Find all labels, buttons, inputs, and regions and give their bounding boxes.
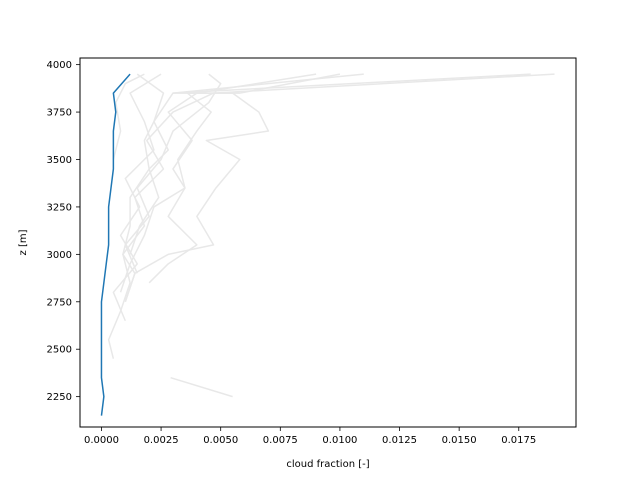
mean-profile-line bbox=[100, 73, 131, 416]
y-tick-label: 3500 bbox=[47, 155, 72, 166]
member-profile-line-10 bbox=[129, 73, 169, 255]
member-profile-line-1 bbox=[170, 376, 233, 398]
y-tick-label: 2750 bbox=[47, 297, 72, 308]
series-layer bbox=[100, 73, 555, 416]
y-tick-label: 2250 bbox=[47, 392, 72, 403]
x-tick-label: 0.0075 bbox=[263, 435, 298, 446]
plot-frame bbox=[79, 57, 577, 428]
y-tick-label: 4000 bbox=[47, 60, 72, 71]
member-profile-line-2 bbox=[107, 73, 555, 359]
y-tick-label: 3000 bbox=[47, 250, 72, 261]
y-tick-label: 3250 bbox=[47, 202, 72, 213]
x-tick-label: 0.0025 bbox=[144, 435, 179, 446]
member-profile-line-5 bbox=[148, 73, 341, 284]
y-tick-label: 3750 bbox=[47, 108, 72, 119]
x-axis: 0.0000 0.0025 0.0050 0.0075 0.0100 0.0125 0.01… bbox=[84, 427, 536, 446]
x-tick-label: 0.0050 bbox=[203, 435, 238, 446]
y-axis-label: z [m] bbox=[18, 229, 29, 255]
x-tick-label: 0.0125 bbox=[382, 435, 417, 446]
y-axis: 2250 2500 2750 3000 3250 3500 3750 4000 bbox=[47, 60, 80, 403]
x-tick-label: 0.0100 bbox=[322, 435, 357, 446]
x-axis-label: cloud fraction [-] bbox=[286, 459, 369, 470]
x-tick-label: 0.0000 bbox=[84, 435, 119, 446]
x-tick-label: 0.0175 bbox=[501, 435, 536, 446]
x-tick-label: 0.0150 bbox=[442, 435, 477, 446]
member-profile-line-8 bbox=[119, 73, 317, 293]
member-profile-line-9 bbox=[112, 73, 145, 160]
y-tick-label: 2500 bbox=[47, 345, 72, 356]
member-profile-line-4 bbox=[122, 73, 531, 303]
